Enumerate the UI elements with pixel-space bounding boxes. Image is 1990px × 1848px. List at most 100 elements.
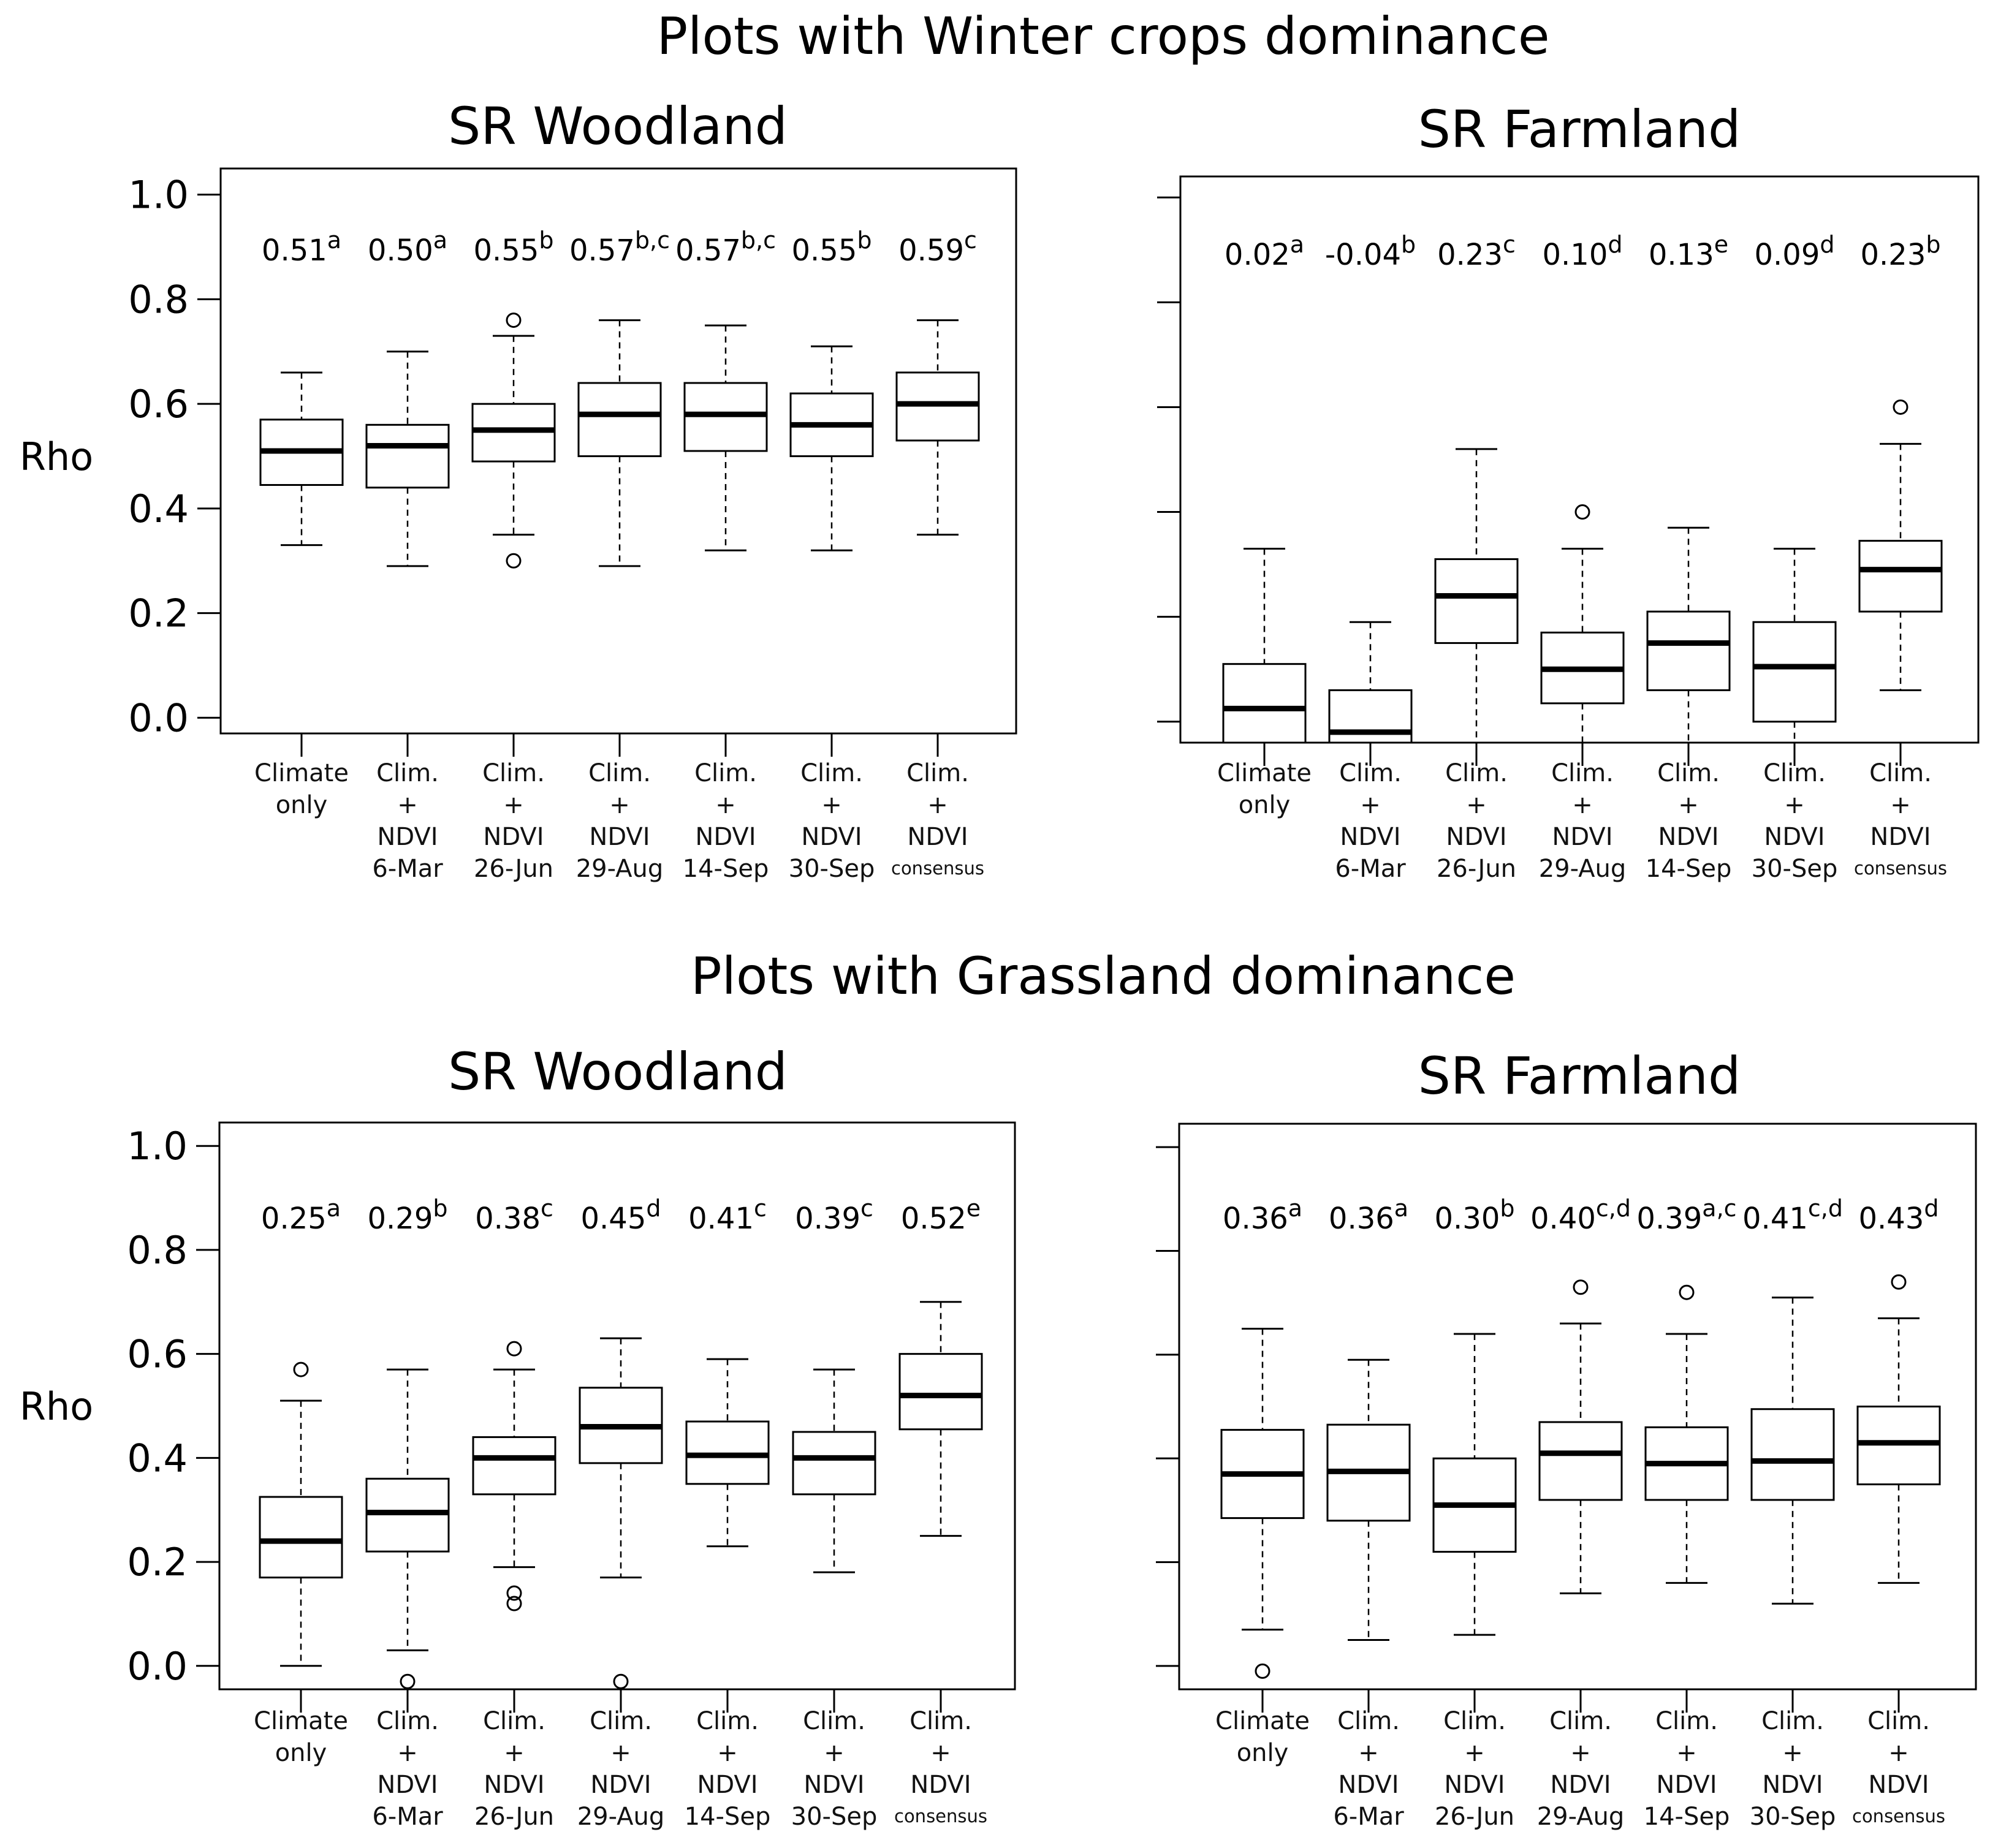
category-label: NDVI xyxy=(910,1771,971,1799)
category-label: + xyxy=(504,1739,525,1767)
y-tick-label: 0.4 xyxy=(127,1436,188,1480)
y-tick-label: 0.0 xyxy=(127,1644,188,1689)
outlier-point xyxy=(1573,1279,1589,1295)
panel-title: SR Farmland xyxy=(1418,1046,1741,1106)
y-tick-label: 0.8 xyxy=(128,277,189,322)
stat-label: 0.36a xyxy=(1223,1195,1302,1236)
category-label: NDVI xyxy=(483,823,544,851)
category-label: Climate xyxy=(1217,759,1312,787)
stat-label: 0.41c,d xyxy=(1742,1195,1843,1236)
category-label: consensus xyxy=(894,1806,987,1827)
category-label: consensus xyxy=(1852,1806,1945,1827)
y-tick-label: 0.0 xyxy=(128,695,189,740)
stat-label: 0.13e xyxy=(1649,231,1728,272)
stat-label: -0.04b xyxy=(1325,231,1416,272)
outlier-point xyxy=(293,1361,309,1377)
box-iqr xyxy=(1858,540,1943,613)
stat-label: 0.10d xyxy=(1543,231,1623,272)
stat-label: 0.23c xyxy=(1437,231,1516,272)
category-label: + xyxy=(609,791,630,819)
y-tick-label: 0.6 xyxy=(127,1332,188,1377)
stat-label: 0.40c,d xyxy=(1530,1195,1631,1236)
category-label: NDVI xyxy=(1446,823,1506,851)
category-label: NDVI xyxy=(590,1771,651,1799)
category-label: NDVI xyxy=(695,823,756,851)
category-label: 26-Jun xyxy=(474,855,553,883)
category-label: NDVI xyxy=(907,823,968,851)
category-label: + xyxy=(610,1739,631,1767)
stat-label: 0.39c xyxy=(795,1195,873,1236)
category-label: 6-Mar xyxy=(372,855,443,883)
outlier-point xyxy=(1679,1284,1695,1300)
category-label: 26-Jun xyxy=(474,1803,554,1831)
category-label: 26-Jun xyxy=(1437,855,1516,883)
category-label: Clim. xyxy=(1445,759,1508,787)
category-label: Clim. xyxy=(1761,1707,1824,1735)
box-iqr xyxy=(472,1436,556,1496)
category-label: Clim. xyxy=(590,1707,652,1735)
y-tick-label: 1.0 xyxy=(128,173,189,218)
box-iqr xyxy=(1750,1408,1835,1501)
box-iqr xyxy=(898,1353,983,1431)
category-label: Clim. xyxy=(1869,759,1932,787)
category-label: 6-Mar xyxy=(1335,855,1406,883)
category-label: NDVI xyxy=(1550,1771,1611,1799)
category-label: + xyxy=(1678,791,1699,819)
category-label: consensus xyxy=(1854,858,1947,879)
category-label: Clim. xyxy=(803,1707,865,1735)
category-label: Clim. xyxy=(696,1707,759,1735)
category-label: 14-Sep xyxy=(685,1803,771,1831)
section-title-grassland: Plots with Grassland dominance xyxy=(691,946,1516,1006)
outlier-point xyxy=(1893,399,1908,415)
category-label: Climate xyxy=(1215,1707,1310,1735)
panel-grassland-farmland: SR Farmland 0.36a Climate only 0.36a Clim. + ND… xyxy=(1156,1046,1977,1831)
category-label: + xyxy=(1358,1739,1379,1767)
stat-label: 0.43d xyxy=(1859,1195,1939,1236)
category-label: NDVI xyxy=(1444,1771,1505,1799)
stat-label: 0.38c xyxy=(475,1195,553,1236)
category-label: only xyxy=(276,791,328,819)
outlier-point xyxy=(506,312,522,328)
category-label: consensus xyxy=(891,858,984,879)
category-label: NDVI xyxy=(1764,823,1825,851)
outlier-point xyxy=(506,1596,522,1611)
section-title-winter-crops: Plots with Winter crops dominance xyxy=(656,6,1549,66)
category-label: + xyxy=(503,791,524,819)
category-label: Clim. xyxy=(588,759,651,787)
box-iqr xyxy=(1434,558,1519,644)
category-label: 6-Mar xyxy=(1333,1803,1404,1831)
y-tick-label: 0.8 xyxy=(127,1228,188,1273)
stat-label: 0.45d xyxy=(581,1195,661,1236)
outlier-point xyxy=(506,553,522,569)
category-label: NDVI xyxy=(377,1771,438,1799)
category-label: NDVI xyxy=(1338,1771,1399,1799)
stat-label: 0.50a xyxy=(368,227,447,268)
y-tick-label: 1.0 xyxy=(127,1124,188,1168)
category-label: 29-Aug xyxy=(1537,1803,1625,1831)
category-label: + xyxy=(1784,791,1805,819)
category-label: Clim. xyxy=(906,759,969,787)
category-label: 30-Sep xyxy=(1750,1803,1836,1831)
stat-label: 0.59c xyxy=(898,227,977,268)
category-label: + xyxy=(715,791,736,819)
category-label: 14-Sep xyxy=(1646,855,1732,883)
box-iqr xyxy=(1538,1421,1623,1501)
category-label: only xyxy=(1239,791,1291,819)
outlier-point xyxy=(506,1341,522,1357)
y-axis-label: Rho xyxy=(20,434,93,479)
category-label: 14-Sep xyxy=(1644,1803,1730,1831)
box-iqr xyxy=(1222,663,1307,744)
category-label: + xyxy=(930,1739,951,1767)
stat-label: 0.09d xyxy=(1755,231,1835,272)
stat-label: 0.02a xyxy=(1225,231,1304,272)
category-label: NDVI xyxy=(1762,1771,1823,1799)
category-label: 26-Jun xyxy=(1435,1803,1514,1831)
outlier-point xyxy=(1574,504,1590,520)
category-label: 29-Aug xyxy=(577,1803,665,1831)
category-label: + xyxy=(824,1739,845,1767)
category-label: NDVI xyxy=(377,823,438,851)
category-label: + xyxy=(1360,791,1381,819)
panel-title: SR Farmland xyxy=(1418,99,1741,159)
category-label: + xyxy=(397,1739,418,1767)
stat-label: 0.55b xyxy=(792,227,872,268)
